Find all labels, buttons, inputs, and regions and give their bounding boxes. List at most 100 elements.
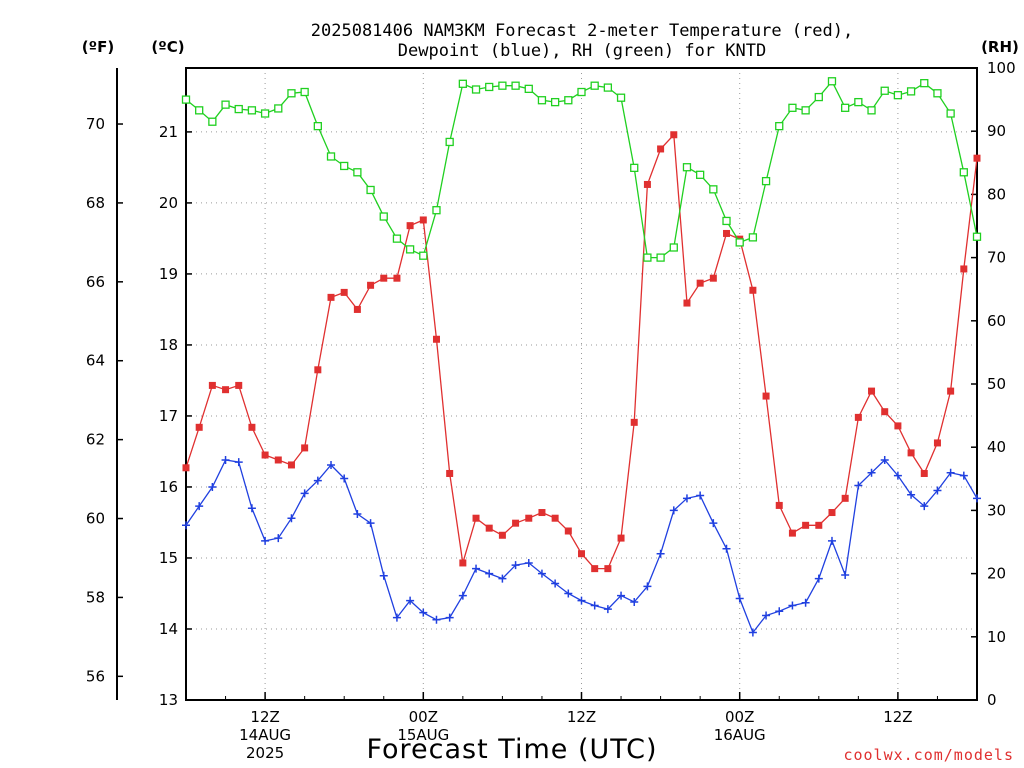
temperature-point	[380, 274, 388, 282]
rh-point	[379, 212, 388, 221]
fahrenheit-tick-label: 56	[86, 667, 105, 685]
temperature-point	[868, 387, 876, 395]
dewpoint-point	[630, 598, 639, 607]
temperature-point	[894, 422, 902, 430]
rh-point	[603, 83, 613, 92]
temperature-point	[802, 521, 810, 529]
rh-point	[300, 87, 309, 97]
temperature-point	[393, 274, 401, 282]
rh-point	[893, 91, 903, 100]
dewpoint-point	[656, 549, 665, 558]
rh-point	[326, 152, 336, 161]
temperature-point	[498, 531, 506, 539]
rh-tick-label: 60	[987, 312, 1006, 330]
dewpoint-point	[775, 607, 784, 616]
celsius-tick-label: 17	[159, 407, 178, 425]
dewpoint-point	[722, 544, 731, 553]
temperature-point	[920, 469, 928, 477]
temperature-point	[274, 456, 282, 464]
dewpoint-point	[669, 506, 678, 515]
temperature-point	[512, 519, 520, 527]
dewpoint-point	[643, 582, 652, 591]
temperature-point	[195, 423, 203, 431]
temperature-point	[551, 514, 559, 522]
chart-title-line1: 2025081406 NAM3KM Forecast 2-meter Tempe…	[311, 21, 853, 41]
fahrenheit-tick-label: 60	[86, 510, 105, 528]
rh-series	[181, 77, 982, 262]
rh-point	[788, 103, 797, 112]
dewpoint-point	[379, 571, 388, 580]
rh-tick-label: 0	[987, 691, 997, 709]
fahrenheit-tick-label: 64	[86, 352, 105, 370]
rh-point	[392, 234, 402, 243]
rh-point	[801, 106, 810, 115]
dewpoint-point	[814, 574, 823, 583]
rh-line	[185, 80, 978, 259]
dewpoint-point	[748, 628, 757, 637]
dewpoint-point	[366, 519, 375, 528]
temperature-point	[222, 386, 230, 394]
rh-point	[959, 168, 968, 177]
fahrenheit-tick-label: 66	[86, 273, 105, 291]
site-credit: coolwx.com/models	[843, 746, 1014, 764]
rh-point	[630, 163, 639, 173]
celsius-tick-label: 16	[159, 478, 178, 496]
rh-point	[234, 104, 243, 114]
rh-tick-label: 100	[987, 59, 1016, 77]
rh-point	[366, 185, 375, 195]
celsius-tick-label: 18	[159, 336, 178, 354]
celsius-tick-label: 15	[159, 549, 178, 567]
dewpoint-point	[709, 519, 718, 528]
temperature-point	[723, 229, 731, 237]
temperature-point	[657, 145, 665, 153]
temperature-series	[182, 131, 981, 573]
dewpoint-point	[551, 579, 560, 588]
rh-point	[405, 245, 415, 254]
rh-point	[564, 96, 573, 105]
dewpoint-point	[340, 474, 349, 483]
dewpoint-point	[801, 598, 810, 607]
temperature-point	[419, 216, 427, 224]
temperature-point	[314, 366, 322, 374]
dewpoint-point	[287, 514, 296, 523]
temperature-point	[538, 509, 546, 517]
rh-point	[643, 253, 652, 262]
dewpoint-point	[893, 471, 902, 480]
dewpoint-point	[880, 455, 889, 464]
temperature-point	[485, 524, 493, 532]
dewpoint-point	[234, 458, 243, 467]
temperature-point	[775, 501, 783, 509]
rh-unit-label: (RH)	[981, 38, 1019, 56]
rh-point	[471, 85, 481, 94]
dewpoint-point	[827, 536, 836, 545]
rh-point	[761, 176, 771, 186]
chart-title-line2: Dewpoint (blue), RH (green) for KNTD	[398, 41, 766, 61]
rh-point	[814, 92, 823, 102]
celsius-unit-label: (ºC)	[151, 38, 184, 56]
rh-tick-label: 80	[987, 185, 1006, 203]
dewpoint-series	[182, 455, 981, 637]
dewpoint-point	[432, 615, 441, 624]
temperature-point	[841, 494, 849, 502]
temperature-point	[459, 559, 467, 567]
temperature-point	[591, 565, 599, 573]
dewpoint-point	[735, 594, 744, 603]
dewpoint-point	[907, 490, 916, 499]
dewpoint-point	[182, 521, 190, 530]
temperature-point	[854, 413, 862, 421]
dewpoint-point	[498, 574, 507, 583]
temperature-point	[525, 514, 533, 522]
rh-point	[656, 253, 665, 262]
celsius-tick-label: 13	[159, 691, 178, 709]
temperature-point	[960, 265, 968, 273]
temperature-point	[367, 281, 375, 289]
dewpoint-point	[195, 502, 204, 511]
rh-point	[669, 243, 678, 252]
rh-point	[590, 81, 599, 90]
dewpoint-point	[274, 534, 283, 543]
temperature-point	[907, 449, 915, 457]
time-tick-label: 00Z	[725, 708, 754, 726]
rh-tick-label: 10	[987, 628, 1006, 646]
time-tick-label: 00Z	[409, 708, 438, 726]
rh-tick-label: 20	[987, 565, 1006, 583]
